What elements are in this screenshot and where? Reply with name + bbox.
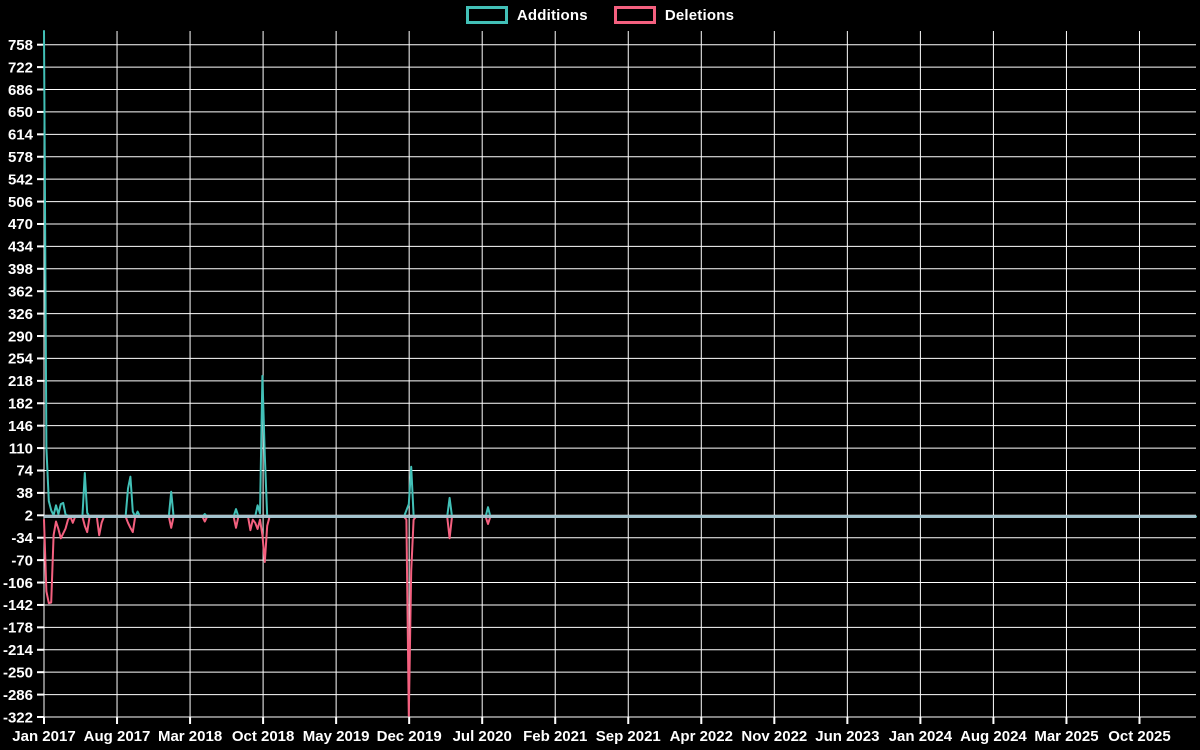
x-tick-label: Aug 2017 bbox=[84, 728, 151, 745]
y-tick-label: 722 bbox=[8, 59, 33, 76]
y-tick-label: -142 bbox=[3, 597, 33, 614]
y-tick-label: 506 bbox=[8, 194, 33, 211]
y-tick-label: -34 bbox=[11, 530, 33, 547]
deletions-swatch-icon bbox=[613, 6, 656, 24]
x-tick-label: Nov 2022 bbox=[741, 728, 807, 745]
y-tick-label: 74 bbox=[16, 463, 33, 480]
x-tick-label: Aug 2024 bbox=[960, 728, 1027, 745]
y-tick-label: 110 bbox=[9, 440, 33, 457]
additions-swatch-icon bbox=[465, 6, 508, 24]
y-tick-label: 578 bbox=[8, 149, 33, 166]
x-tick-label: Jul 2020 bbox=[453, 728, 512, 745]
y-tick-label: 362 bbox=[8, 283, 33, 300]
chart-legend: Additions Deletions bbox=[0, 6, 1200, 24]
deletions-legend-label: Deletions bbox=[664, 6, 735, 24]
x-tick-label: Jun 2023 bbox=[815, 728, 879, 745]
y-tick-label: 686 bbox=[8, 82, 33, 99]
y-tick-label: 470 bbox=[8, 216, 33, 233]
y-tick-label: 398 bbox=[8, 261, 33, 278]
y-tick-label: -178 bbox=[3, 620, 33, 637]
deletions-line bbox=[43, 515, 1197, 717]
y-tick-label: 614 bbox=[8, 127, 34, 144]
x-tick-label: Mar 2025 bbox=[1034, 728, 1098, 745]
legend-item-additions[interactable]: Additions bbox=[465, 6, 588, 24]
y-tick-label: 146 bbox=[8, 418, 33, 435]
y-tick-label: 326 bbox=[8, 306, 33, 323]
x-tick-label: Jan 2024 bbox=[889, 728, 953, 745]
y-tick-label: -70 bbox=[11, 552, 33, 569]
y-tick-label: 218 bbox=[8, 373, 33, 390]
y-tick-label: 542 bbox=[8, 171, 33, 188]
x-tick-label: Feb 2021 bbox=[523, 728, 587, 745]
y-tick-label: -286 bbox=[3, 687, 33, 704]
x-tick-label: Oct 2018 bbox=[232, 728, 295, 745]
x-tick-label: May 2019 bbox=[303, 728, 370, 745]
legend-item-deletions[interactable]: Deletions bbox=[613, 6, 735, 24]
x-tick-label: Jan 2017 bbox=[12, 728, 75, 745]
additions-legend-label: Additions bbox=[516, 6, 588, 24]
x-tick-label: Sep 2021 bbox=[596, 728, 661, 745]
y-axis: 758 722 686 650 614 578 542 506 470 434 398 362 326 2… bbox=[3, 37, 1196, 726]
additions-line bbox=[43, 30, 1197, 518]
x-tick-label: Apr 2022 bbox=[670, 728, 733, 745]
y-tick-label: 2 bbox=[25, 508, 33, 525]
y-tick-label: 758 bbox=[8, 37, 33, 54]
y-tick-label: 650 bbox=[8, 104, 33, 121]
y-tick-label: 290 bbox=[8, 328, 33, 345]
x-axis: Jan 2017 Aug 2017 Mar 2018 Oct 2018 May 2019… bbox=[12, 31, 1171, 745]
y-tick-label: 38 bbox=[16, 485, 33, 502]
y-tick-label: 182 bbox=[8, 396, 33, 413]
y-tick-label: 254 bbox=[8, 351, 34, 368]
y-tick-label: -250 bbox=[3, 664, 33, 681]
y-tick-label: 434 bbox=[8, 239, 34, 256]
x-tick-label: Mar 2018 bbox=[158, 728, 222, 745]
y-tick-label: -322 bbox=[3, 709, 33, 726]
y-tick-label: -106 bbox=[3, 575, 33, 592]
x-tick-label: Oct 2025 bbox=[1108, 728, 1171, 745]
x-tick-label: Dec 2019 bbox=[377, 728, 442, 745]
y-tick-label: -214 bbox=[3, 642, 34, 659]
